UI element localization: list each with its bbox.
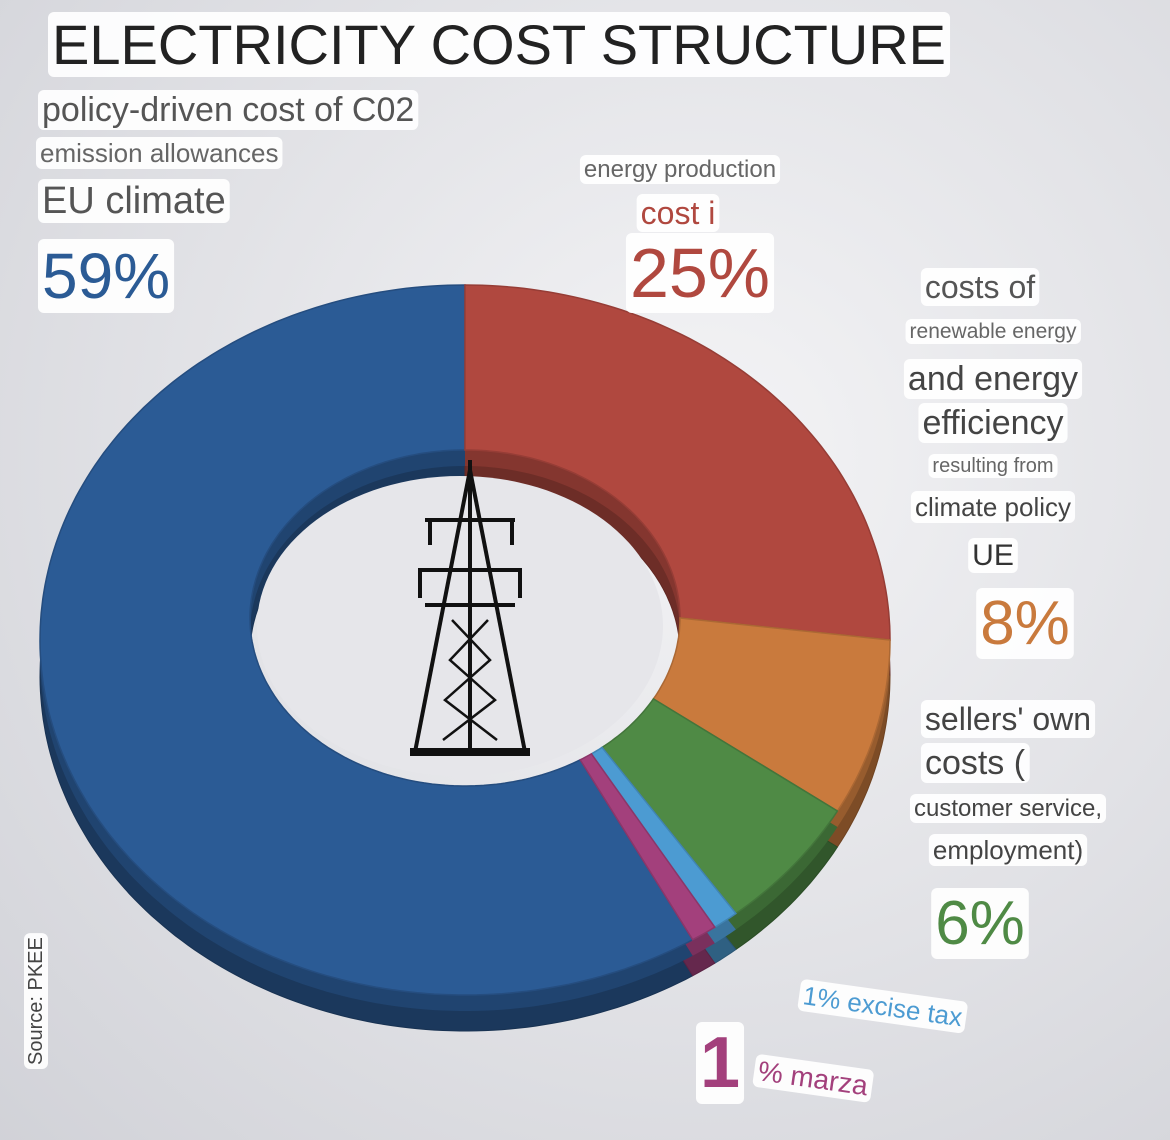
slice-label: energy production	[584, 156, 776, 183]
slice-label: UE	[972, 539, 1014, 572]
slice	[579, 752, 716, 941]
label-box	[797, 979, 968, 1034]
label-group: cost i	[636, 194, 720, 232]
slice-label: sellers' own	[925, 701, 1091, 737]
label-box	[38, 90, 419, 130]
slice-label: cost i	[641, 195, 716, 231]
label-box	[636, 194, 720, 232]
label-group: resulting from	[928, 454, 1058, 478]
label-box	[579, 155, 781, 184]
label-box	[920, 743, 1030, 783]
value-label: 6%	[935, 889, 1025, 958]
label-box	[968, 538, 1018, 573]
label-group: climate policy	[910, 491, 1076, 523]
label-group: efficiency	[918, 403, 1068, 443]
label-box	[38, 239, 175, 313]
label-group: policy-driven cost of C02	[38, 90, 419, 130]
label-group: 6%	[931, 888, 1029, 959]
label-group: 8%	[976, 588, 1074, 659]
value-label: 8%	[980, 589, 1070, 658]
slice-label: climate policy	[915, 492, 1071, 522]
slice-label: renewable energy	[910, 320, 1077, 343]
label-group: EU climate	[38, 179, 230, 223]
label-box	[918, 403, 1068, 443]
label-group: UE	[968, 538, 1018, 573]
label-group: ELECTRICITY COST STRUCTURE	[48, 12, 951, 77]
label-group: employment)	[928, 834, 1088, 866]
slice-label: resulting from	[932, 455, 1053, 477]
pylon-icon	[410, 460, 530, 756]
label-group: energy production	[579, 155, 781, 184]
label-box	[24, 933, 48, 1069]
slice-label: policy-driven cost of C02	[42, 91, 414, 129]
label-group: costs (	[920, 743, 1030, 783]
label-box	[903, 359, 1083, 399]
label-group: 1	[696, 1022, 745, 1104]
slice-label: costs of	[925, 269, 1035, 305]
label-box	[38, 179, 230, 223]
label-group: emission allowances	[36, 137, 283, 169]
value-label: 59%	[42, 240, 170, 312]
label-box	[909, 794, 1107, 823]
label-box	[920, 700, 1096, 738]
slice-label: employment)	[933, 835, 1083, 865]
label-box	[928, 454, 1058, 478]
label-group: customer service,	[909, 794, 1107, 823]
label-box	[920, 268, 1040, 306]
slice-label: emission allowances	[40, 138, 278, 168]
slice-label: EU climate	[42, 180, 226, 222]
label-box	[625, 233, 775, 313]
value-label: 25%	[630, 234, 770, 312]
label-group: sellers' own	[920, 700, 1096, 738]
label-group: Source: PKEE	[24, 933, 48, 1069]
donut-hole	[257, 476, 663, 776]
labels: ELECTRICITY COST STRUCTURE policy-driven …	[24, 12, 1107, 1104]
label-box	[931, 888, 1029, 959]
label-box	[910, 491, 1076, 523]
label-group: and energy	[903, 359, 1083, 399]
slice-label: efficiency	[922, 404, 1063, 442]
label-box	[696, 1022, 745, 1104]
label-group: costs of	[920, 268, 1040, 306]
value-label: 1	[700, 1023, 740, 1103]
chart-title: ELECTRICITY COST STRUCTURE	[52, 13, 946, 76]
label-box	[752, 1054, 874, 1103]
slice-label: costs (	[925, 744, 1026, 782]
donut	[39, 284, 891, 1032]
label-group: 25%	[625, 233, 775, 313]
source: Source: PKEE	[25, 937, 47, 1065]
label-box	[48, 12, 951, 77]
label-group: renewable energy	[905, 319, 1081, 344]
label-box	[928, 834, 1088, 866]
slice-label: and energy	[908, 360, 1078, 398]
slice-label: customer service,	[914, 795, 1102, 822]
label-group: 59%	[38, 239, 175, 313]
label-box	[36, 137, 283, 169]
label-box	[905, 319, 1081, 344]
label-box	[976, 588, 1074, 659]
